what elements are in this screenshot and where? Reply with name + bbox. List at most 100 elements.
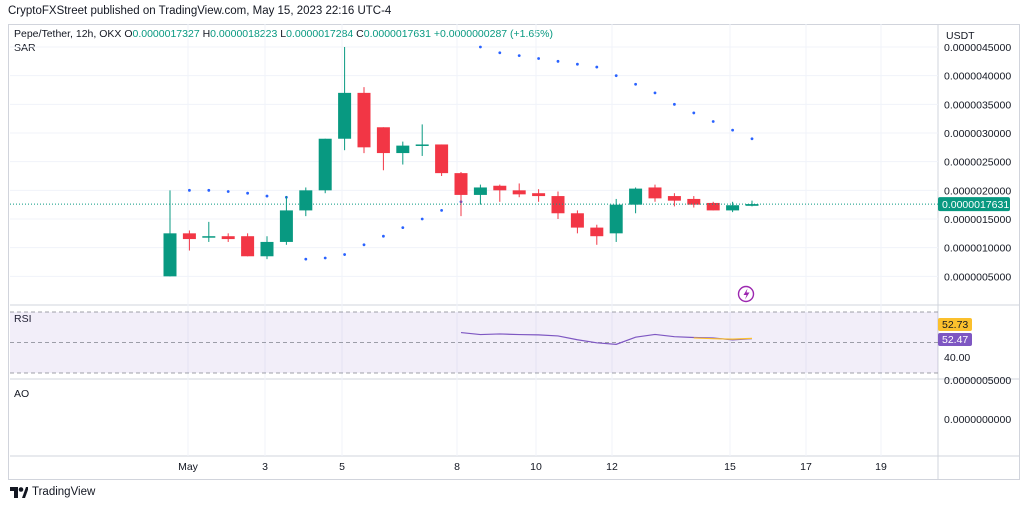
candle-body [260,241,274,257]
rsi-label[interactable]: RSI [14,313,32,325]
close-value: 0.0000017631 [363,28,431,40]
price-tick-label: 0.0000010000 [944,243,1011,255]
candle-body [454,173,468,195]
candle [687,196,701,208]
ao-tick-label: 0.0000005000 [944,375,1011,387]
candle-body [532,193,546,197]
sar-dot [362,243,366,247]
ao-label[interactable]: AO [14,388,30,400]
candle [726,201,740,213]
candle-body [299,190,313,211]
candle [357,87,371,154]
candle-body [590,227,604,237]
last-price-text: 0.0000017631 [942,199,1009,211]
candle-body [570,213,584,228]
time-tick-label: May [178,461,199,473]
price-tick-label: 0.0000030000 [944,128,1011,140]
rsi-pane [10,311,938,374]
candle-body [648,187,662,199]
candle-body [493,185,507,191]
symbol-name[interactable]: Pepe/Tether, 12h, OKX [14,28,122,40]
candle [590,224,604,245]
close-label: C [356,28,364,40]
candle-body [318,138,332,191]
sar-dot [188,188,191,192]
tv-brand: TradingView [32,486,96,498]
candle-body [221,236,235,240]
rsi-line [460,331,753,345]
sar-dot [440,209,443,212]
low-label: L [280,28,287,40]
candle [299,187,313,217]
candle-body [629,188,643,205]
candle [279,196,293,245]
change-value: +0.0000000287 (+1.65%) [433,28,553,40]
axes: May 3 5 8 10 12 15 17 19 0.0000045000 0.0000040000… [178,42,1011,473]
rsi-ma-badge [938,318,972,331]
candle-body [435,144,449,174]
candle [202,221,216,242]
sar-dot [498,51,502,55]
candle [648,184,662,202]
currency-label: USDT [946,30,975,42]
candle-body [163,233,177,277]
candle-body [376,127,390,154]
sar-dot [323,256,327,260]
candle-body [551,196,565,214]
price-tick-label: 0.0000025000 [944,157,1011,169]
sar-dot [556,59,560,63]
open-label: O [124,28,133,40]
time-tick-label: 17 [800,461,812,473]
candle [629,187,643,214]
price-tick-label: 0.0000005000 [944,271,1011,283]
time-tick-label: 3 [262,461,268,473]
price-tick-label: 0.0000040000 [944,71,1011,83]
sar-dot [614,74,618,78]
chart-frame [8,24,1020,480]
candle [667,193,681,207]
time-tick-label: 15 [724,461,736,473]
candle [532,189,546,202]
sar-dot [576,62,579,66]
high-value: 0.0000018223 [210,28,278,40]
sar-dot [401,226,405,230]
high-label: H [202,28,211,40]
sar-dot [304,257,308,261]
rsi-ma-line [693,337,753,340]
tradingview-logo[interactable]: TradingView [10,486,95,498]
candle [396,141,410,165]
candle-body [357,92,371,148]
lightning-icon[interactable] [737,285,755,303]
candle-body [338,92,352,139]
sar-dot [711,120,715,123]
candle [221,233,235,242]
price-tick-label: 0.0000020000 [944,185,1011,197]
sar-dot [479,45,482,49]
candle [415,124,429,156]
candle [241,233,255,257]
sar-dot [750,137,754,141]
rsi-ma-badge-text: 52.73 [942,319,968,331]
sar-series [188,45,754,261]
rsi-badge-text: 52.47 [942,334,968,346]
candle [182,230,196,251]
candle [706,201,720,211]
candle-body [609,204,623,234]
sar-dot [265,194,269,198]
sar-dot [634,82,637,86]
sar-dot [207,188,211,192]
candle [609,198,623,242]
sar-dot [343,253,346,256]
candle [493,184,507,202]
sar-dot [382,234,385,238]
price-tick-label: 0.0000035000 [944,99,1011,111]
candle-body [667,196,681,201]
sar-label[interactable]: SAR [14,42,36,54]
sar-dot [673,102,676,106]
low-value: 0.0000017284 [286,28,354,40]
candle [163,190,177,277]
time-tick-label: 10 [530,461,542,473]
published-note: CryptoFXStreet published on TradingView.… [8,5,392,17]
last-price-badge [938,197,1010,212]
